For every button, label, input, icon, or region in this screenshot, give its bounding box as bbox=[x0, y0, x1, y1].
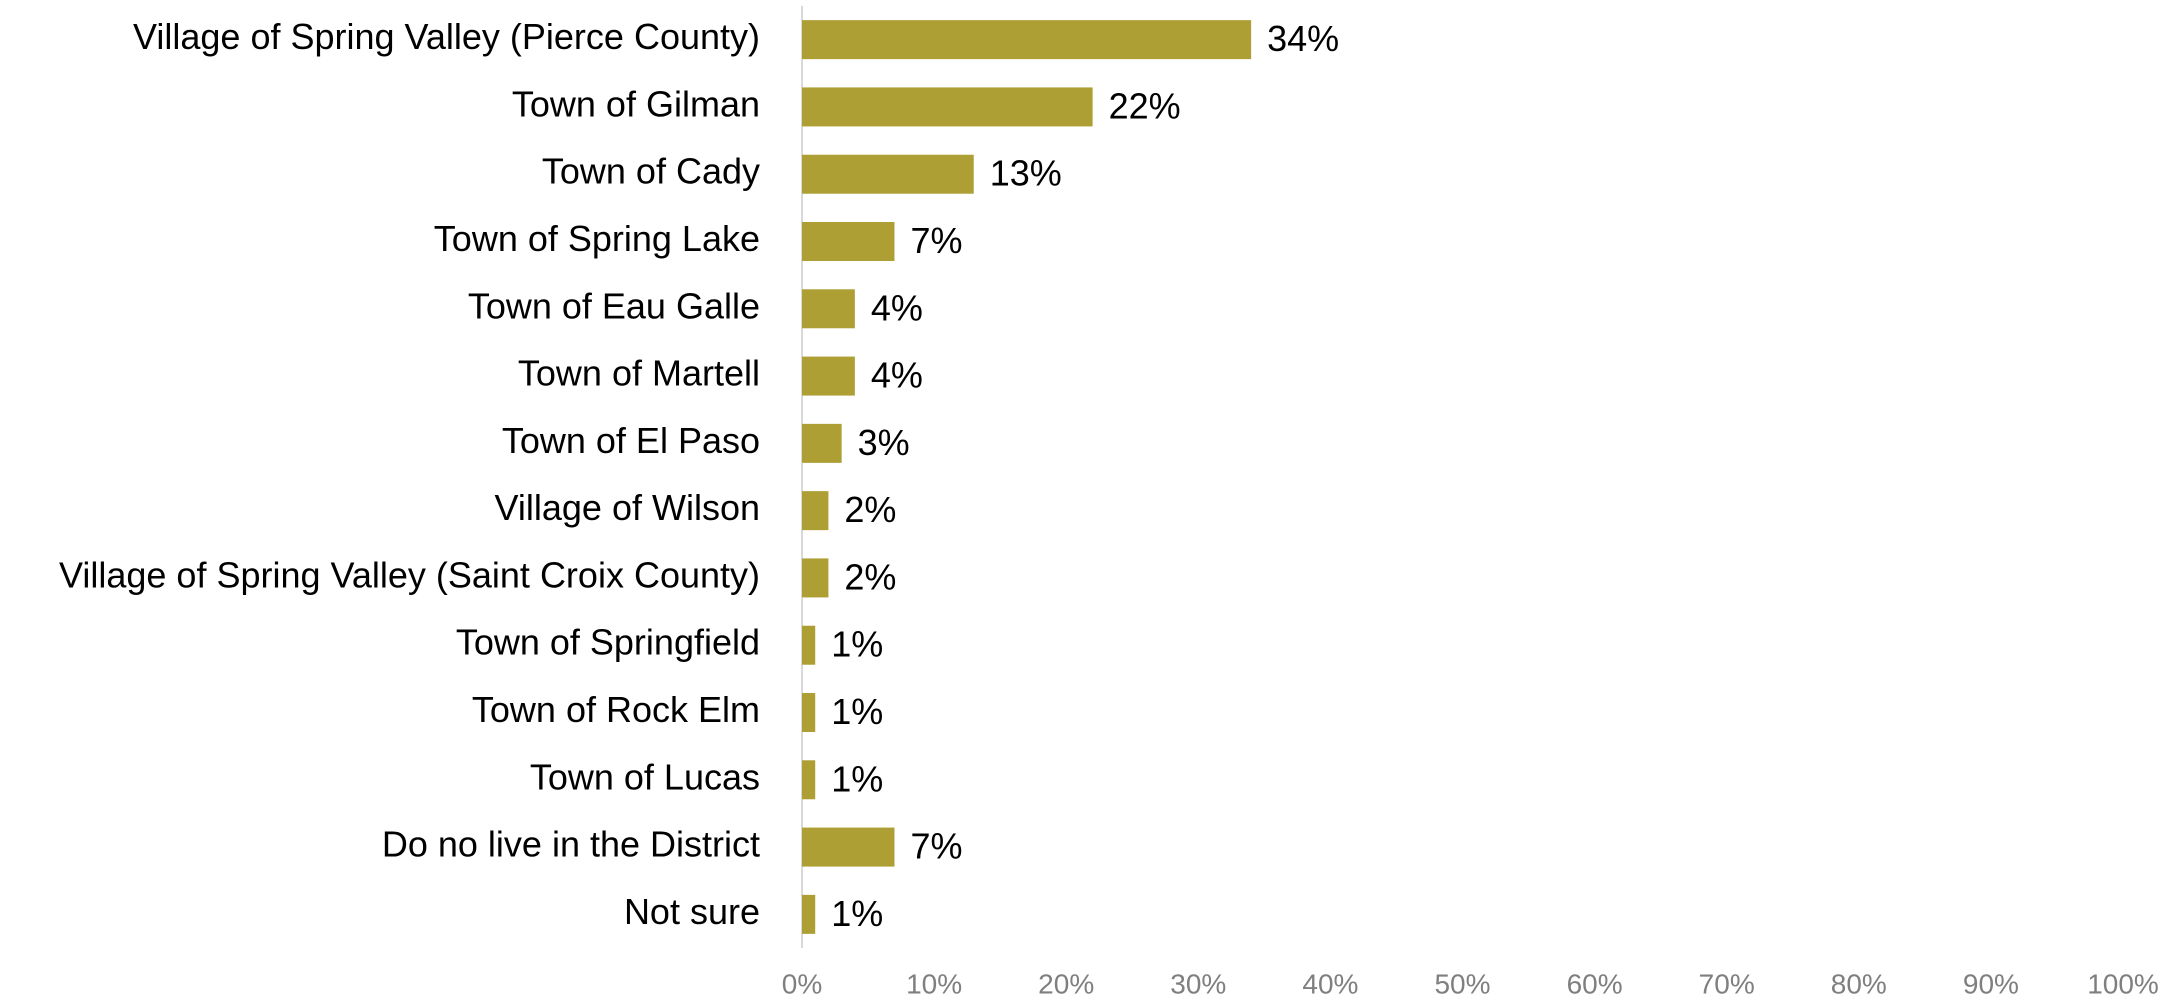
x-tick-label: 90% bbox=[1963, 968, 2019, 999]
y-tick-label: Not sure bbox=[624, 891, 760, 932]
y-tick-label: Village of Wilson bbox=[495, 487, 760, 528]
y-tick-label: Town of Martell bbox=[518, 353, 760, 394]
data-label: 1% bbox=[831, 691, 883, 732]
x-tick-label: 10% bbox=[906, 968, 962, 999]
y-tick-label: Town of Spring Lake bbox=[434, 218, 760, 259]
x-tick-label: 30% bbox=[1170, 968, 1226, 999]
bar bbox=[802, 423, 842, 463]
data-label: 2% bbox=[844, 556, 896, 597]
data-label: 1% bbox=[831, 893, 883, 934]
data-label: 7% bbox=[910, 220, 962, 261]
data-label: 1% bbox=[831, 624, 883, 665]
x-tick-label: 40% bbox=[1302, 968, 1358, 999]
bar bbox=[802, 558, 829, 598]
x-tick-label: 0% bbox=[782, 968, 822, 999]
bar bbox=[802, 693, 816, 732]
data-label: 4% bbox=[871, 355, 923, 396]
x-tick-label: 20% bbox=[1038, 968, 1094, 999]
bar bbox=[802, 154, 974, 194]
y-tick-label: Town of Eau Galle bbox=[468, 285, 760, 326]
bar bbox=[802, 356, 855, 396]
y-tick-label: Village of Spring Valley (Saint Croix Co… bbox=[59, 554, 760, 595]
x-tick-label: 50% bbox=[1434, 968, 1490, 999]
y-tick-label: Village of Spring Valley (Pierce County) bbox=[133, 16, 760, 57]
data-label: 13% bbox=[990, 153, 1062, 194]
y-tick-label: Town of Cady bbox=[542, 151, 760, 192]
data-label: 34% bbox=[1267, 18, 1339, 59]
bar bbox=[802, 827, 895, 867]
bar bbox=[802, 289, 855, 329]
bar bbox=[802, 222, 895, 261]
data-label: 22% bbox=[1109, 85, 1181, 126]
y-tick-label: Town of Lucas bbox=[530, 756, 760, 797]
x-tick-label: 80% bbox=[1831, 968, 1887, 999]
y-tick-label: Do no live in the District bbox=[382, 824, 760, 865]
x-tick-label: 60% bbox=[1567, 968, 1623, 999]
bar bbox=[802, 20, 1252, 60]
bar bbox=[802, 760, 816, 800]
y-tick-label: Town of Gilman bbox=[512, 83, 760, 124]
x-tick-label: 70% bbox=[1699, 968, 1755, 999]
y-tick-label: Town of Springfield bbox=[456, 622, 760, 663]
bar bbox=[802, 894, 816, 934]
x-tick-label: 100% bbox=[2087, 968, 2159, 999]
bar bbox=[802, 625, 816, 665]
data-label: 4% bbox=[871, 287, 923, 328]
bar bbox=[802, 87, 1093, 127]
bar bbox=[802, 491, 829, 531]
data-label: 3% bbox=[858, 422, 910, 463]
data-label: 1% bbox=[831, 758, 883, 799]
y-tick-label: Town of El Paso bbox=[502, 420, 760, 461]
data-label: 2% bbox=[844, 489, 896, 530]
data-label: 7% bbox=[910, 826, 962, 867]
y-tick-label: Town of Rock Elm bbox=[472, 689, 760, 730]
